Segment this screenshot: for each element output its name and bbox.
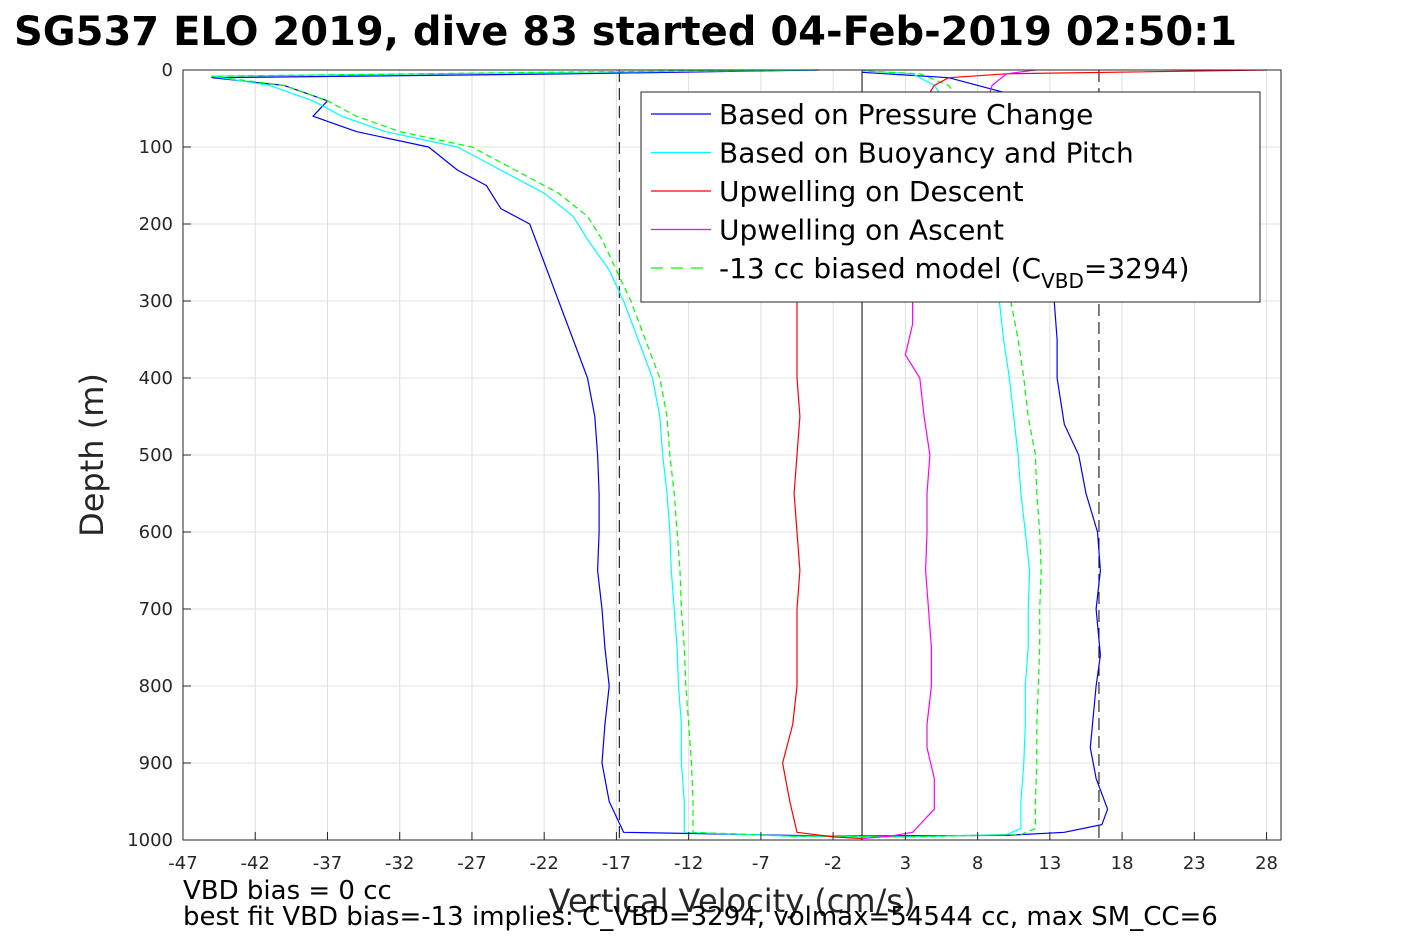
x-tick-label: -47 [168,853,197,874]
chart-title: SG537 ELO 2019, dive 83 started 04-Feb-2… [14,9,1238,55]
y-tick-label: 400 [139,368,173,389]
x-axis-label: Vertical Velocity (cm/s) [549,882,916,920]
x-tick-labels: -47 -42 -37 -32 -27 -22 -17 -12 -7 -2 3 8 13 18 23 28 [168,832,1278,874]
x-tick-label: 8 [972,853,983,874]
x-tick-label: -22 [529,853,558,874]
x-tick-label: -42 [241,853,270,874]
best-fit-note: best fit VBD bias=-13 implies: C_VBD=329… [183,902,1218,932]
y-tick-label: 100 [139,137,173,158]
y-tick-label: 800 [139,676,173,697]
legend-label-buoyancy: Based on Buoyancy and Pitch [719,137,1134,170]
x-tick-label: -32 [385,853,414,874]
series-line-biased_model [211,69,1042,838]
y-tick-label: 0 [162,60,173,81]
x-tick-label: -27 [457,853,486,874]
legend-label-biased_model: -13 cc biased model (CVBD=3294) [719,252,1190,293]
y-tick-label: 500 [139,445,173,466]
legend: Based on Pressure Change Based on Buoyanc… [640,91,1261,303]
legend-label-upwelling_ascent: Upwelling on Ascent [719,214,1004,247]
x-tick-label: -7 [752,853,770,874]
vbd-bias-note: VBD bias = 0 cc [183,876,392,906]
legend-label-upwelling_descent: Upwelling on Descent [719,175,1024,208]
y-axis-label: Depth (m) [73,373,111,537]
x-tick-label: 3 [900,853,911,874]
series-line-buoyancy [211,69,1031,838]
y-tick-label: 200 [139,214,173,235]
legend-label-pressure: Based on Pressure Change [719,98,1093,131]
y-tick-label: 900 [139,753,173,774]
x-tick-label: 18 [1111,853,1134,874]
legend-box [640,91,1261,303]
y-tick-label: 700 [139,599,173,620]
y-tick-label: 600 [139,522,173,543]
x-tick-label: -12 [674,853,703,874]
series-line-pressure [211,69,1109,837]
x-tick-label: -37 [313,853,342,874]
y-tick-labels: 0 100 200 300 400 500 600 700 800 900 1000 [127,60,191,851]
y-tick-label: 300 [139,291,173,312]
x-tick-label: 28 [1255,853,1278,874]
x-tick-label: -17 [602,853,631,874]
x-tick-label: 23 [1183,853,1206,874]
x-tick-label: -2 [824,853,842,874]
y-tick-label: 1000 [127,830,173,851]
x-tick-label: 13 [1038,853,1061,874]
